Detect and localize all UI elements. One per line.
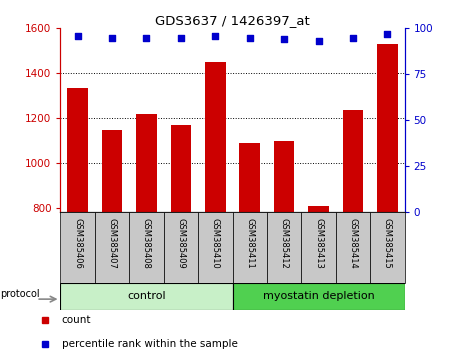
Bar (336, 212, 370, 283)
Bar (343, 110, 363, 354)
Text: GSM385411: GSM385411 (245, 218, 254, 269)
Text: GSM385412: GSM385412 (279, 218, 289, 269)
Bar (95, 212, 129, 283)
Point (384, 31, 391, 37)
Text: GSM385414: GSM385414 (348, 218, 358, 269)
Text: GSM385408: GSM385408 (142, 218, 151, 269)
Bar (370, 212, 405, 283)
Bar (164, 212, 198, 283)
Text: protocol: protocol (0, 289, 40, 299)
Bar (274, 141, 294, 354)
Bar (301, 212, 336, 283)
Text: GSM385410: GSM385410 (211, 218, 220, 269)
Point (349, 35, 357, 40)
Point (143, 35, 150, 40)
Text: myostatin depletion: myostatin depletion (263, 291, 374, 302)
Point (74, 33, 81, 39)
Bar (60, 212, 95, 283)
Point (212, 33, 219, 39)
Bar (377, 44, 398, 354)
Bar (232, 212, 267, 283)
Point (246, 35, 253, 40)
Point (280, 36, 288, 42)
Bar (232, 283, 405, 310)
Bar (136, 114, 157, 354)
Bar (239, 143, 260, 354)
Bar (129, 212, 164, 283)
Text: percentile rank within the sample: percentile rank within the sample (62, 339, 238, 349)
Text: GSM385406: GSM385406 (73, 218, 82, 269)
Bar (205, 62, 226, 354)
Text: count: count (62, 315, 91, 325)
Text: GSM385409: GSM385409 (176, 218, 186, 269)
Point (108, 35, 116, 40)
Bar (171, 125, 191, 354)
Text: GSM385415: GSM385415 (383, 218, 392, 269)
Text: GSM385407: GSM385407 (107, 218, 117, 269)
Bar (102, 131, 122, 354)
Point (177, 35, 185, 40)
Bar (308, 206, 329, 354)
Text: GSM385413: GSM385413 (314, 218, 323, 269)
Text: control: control (127, 291, 166, 302)
Bar (198, 212, 232, 283)
Bar (67, 88, 88, 354)
Bar (267, 212, 301, 283)
Title: GDS3637 / 1426397_at: GDS3637 / 1426397_at (155, 14, 310, 27)
Bar (60, 283, 232, 310)
Point (315, 38, 322, 44)
